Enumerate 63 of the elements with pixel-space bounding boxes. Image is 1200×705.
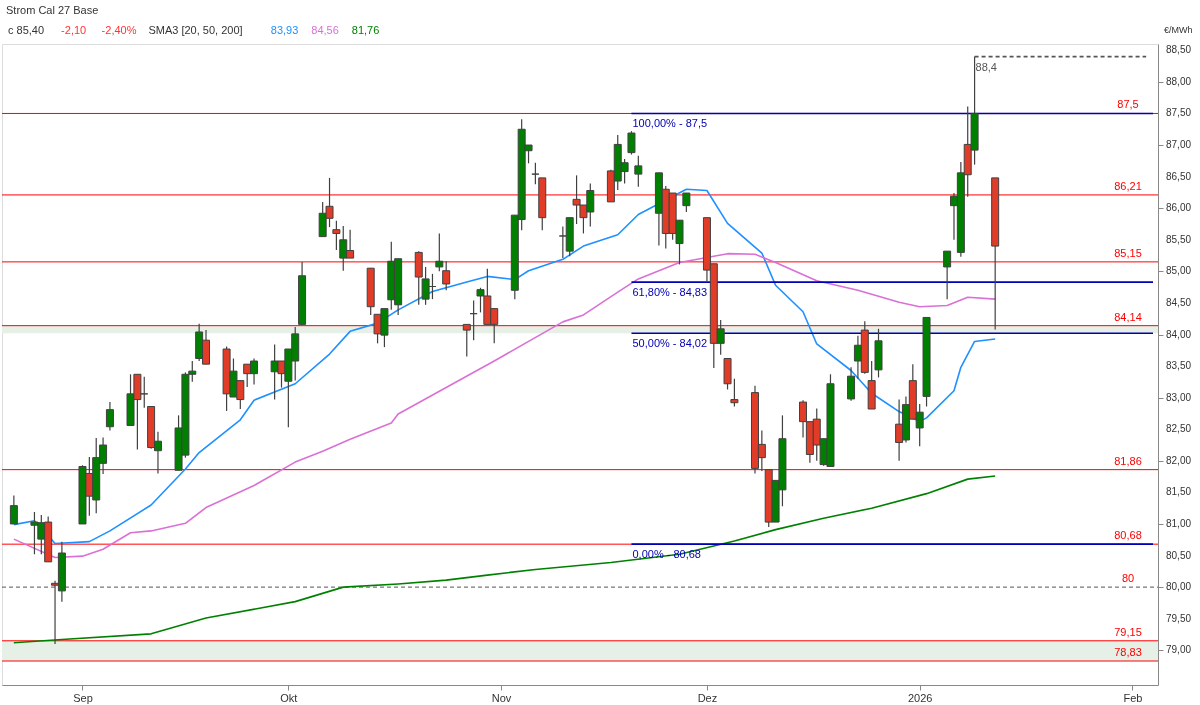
ref-line-label: 86,21 xyxy=(1114,179,1142,192)
y-tick-label: 84,00 xyxy=(1166,328,1192,340)
y-tick-label: 87,00 xyxy=(1166,139,1192,151)
x-tick-label: 2026 xyxy=(907,691,933,704)
y-tick-label: 86,00 xyxy=(1166,202,1192,214)
candlestick xyxy=(435,232,444,272)
chart-title: Strom Cal 27 Base xyxy=(6,4,99,16)
text: -2,10 xyxy=(61,24,87,36)
candlestick xyxy=(682,192,691,213)
x-tick-label: Sep xyxy=(73,691,93,704)
series-label: 88,4 xyxy=(975,60,997,73)
ref-line-label: 87,5 xyxy=(1117,98,1139,111)
candlestick xyxy=(627,130,636,156)
y-tick-label: 81,00 xyxy=(1166,517,1192,529)
series-label: 61,80% - 84,83 xyxy=(632,286,708,299)
text: 83,93 xyxy=(270,24,299,36)
y-tick-label: 88,50 xyxy=(1166,44,1192,56)
y-tick-label: 83,00 xyxy=(1166,391,1192,403)
text: c 85,40 xyxy=(8,24,45,36)
ref-line-label: 79,15 xyxy=(1114,625,1142,638)
y-tick-label: 80,00 xyxy=(1166,581,1192,593)
y-tick-label: 87,50 xyxy=(1166,107,1192,119)
y-tick-label: 85,00 xyxy=(1166,265,1192,277)
candlestick xyxy=(462,323,471,358)
candlestick xyxy=(442,260,451,291)
y-axis-title: €/MWh xyxy=(1164,25,1193,35)
text: SMA3 [20, 50, 200] xyxy=(148,24,243,36)
y-tick-label: 82,00 xyxy=(1166,454,1192,466)
y-tick-label: 86,50 xyxy=(1166,170,1192,182)
y-tick-label: 83,50 xyxy=(1166,360,1192,372)
ref-line-label: 80,68 xyxy=(1114,529,1142,542)
line-series xyxy=(13,252,996,559)
ref-line-label: 81,86 xyxy=(1114,454,1142,467)
candlestick xyxy=(332,220,341,251)
x-tick-label: Nov xyxy=(491,691,512,704)
y-tick-label: 82,50 xyxy=(1166,423,1192,435)
y-tick-label: 88,00 xyxy=(1166,75,1192,87)
candlestick xyxy=(9,494,18,525)
text: 81,76 xyxy=(351,24,380,36)
candlestick xyxy=(847,366,856,402)
y-tick-label: 85,50 xyxy=(1166,233,1192,245)
candlestick xyxy=(943,250,952,300)
y-tick-label: 79,00 xyxy=(1166,644,1192,656)
ref-line-label: 84,14 xyxy=(1114,310,1142,323)
series-label: 50,00% - 84,02 xyxy=(632,337,708,350)
y-tick-label: 79,50 xyxy=(1166,612,1192,624)
series-label: 100,00% - 87,5 xyxy=(632,117,708,130)
candlestick xyxy=(634,155,643,188)
text: -2,40% xyxy=(101,24,137,36)
candlestick xyxy=(730,378,739,408)
x-tick-label: Feb xyxy=(1123,691,1143,704)
ref-line-label: 85,15 xyxy=(1114,246,1142,259)
y-tick-label: 80,50 xyxy=(1166,549,1192,561)
text: 84,56 xyxy=(311,24,339,36)
line-series xyxy=(13,475,996,644)
x-tick-label: Dez xyxy=(697,691,718,704)
ref-line-label: 78,83 xyxy=(1114,646,1142,658)
ref-line-label: 80 xyxy=(1121,572,1135,585)
x-tick-label: Okt xyxy=(280,691,298,704)
candlestick xyxy=(531,162,540,185)
y-tick-label: 84,50 xyxy=(1166,296,1192,308)
candlestick xyxy=(105,401,114,432)
y-tick-label: 81,50 xyxy=(1166,486,1192,498)
